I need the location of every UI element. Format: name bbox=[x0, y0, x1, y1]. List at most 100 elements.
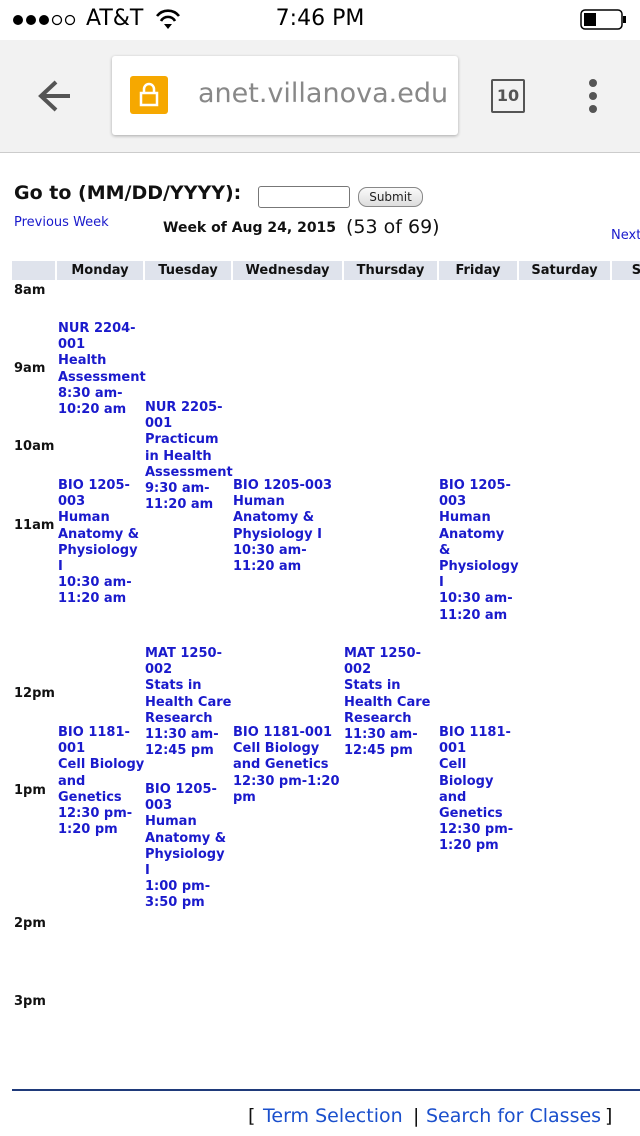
event-line: 3:50 pm bbox=[145, 895, 205, 911]
time-label: 9am bbox=[14, 361, 46, 376]
previous-week-link[interactable]: Previous Week bbox=[14, 215, 109, 230]
event-line: pm bbox=[233, 789, 256, 805]
clock: 7:46 PM bbox=[275, 6, 365, 31]
event-line: 001 bbox=[439, 741, 467, 757]
event-line: BIO 1205- bbox=[439, 478, 511, 493]
event[interactable]: BIO 1205- 003 Human Anatomy & Physiology I 10:… bbox=[58, 478, 139, 608]
event-line: Genetics bbox=[58, 789, 122, 805]
date-input[interactable] bbox=[258, 186, 350, 208]
event-line: 002 bbox=[344, 662, 372, 678]
event-line: Physiology bbox=[58, 542, 138, 558]
event-line: 001 bbox=[145, 416, 173, 432]
time-label: 10am bbox=[14, 439, 55, 454]
event-line: 1:00 pm- bbox=[145, 879, 211, 895]
footer-bracket: [ bbox=[248, 1105, 256, 1127]
event-line: Human bbox=[145, 814, 197, 830]
footer-bracket: ] bbox=[605, 1105, 613, 1127]
event-line: BIO 1181- bbox=[58, 725, 130, 740]
event-line: 12:30 pm- bbox=[439, 822, 514, 838]
event[interactable]: BIO 1205- 003 Human Anatomy & Physiology I 10:3… bbox=[439, 478, 519, 624]
event-line: Research bbox=[344, 710, 412, 726]
event-line: 11:30 am- bbox=[145, 727, 219, 743]
next-week-link[interactable]: Next bbox=[611, 228, 640, 243]
event-line: 11:20 am bbox=[145, 497, 214, 513]
date-label: Go to (MM/DD/YYYY): bbox=[14, 182, 242, 204]
week-label: Week of Aug 24, 2015 bbox=[163, 220, 337, 236]
event-line: 10:20 am bbox=[58, 402, 127, 418]
status-bar bbox=[13, 9, 626, 30]
event-line: Physiology bbox=[439, 559, 519, 575]
event-line: Anatomy & bbox=[58, 526, 140, 542]
address-bar[interactable] bbox=[112, 56, 458, 135]
event[interactable]: MAT 1250- 002 Stats in Health Care Research 1… bbox=[145, 646, 231, 759]
event-line: Cell bbox=[439, 757, 467, 773]
event-line: 9:30 am- bbox=[145, 481, 210, 497]
back-button[interactable] bbox=[30, 74, 82, 118]
event-line: 10:30 am- bbox=[58, 575, 132, 591]
day-label: Wednesday bbox=[231, 261, 342, 280]
event-line: 003 bbox=[145, 798, 173, 814]
url: anet.villanova.edu bbox=[198, 78, 449, 109]
time-label: 2pm bbox=[14, 916, 46, 931]
day-label: Friday bbox=[437, 261, 517, 280]
submit-button[interactable]: Submit bbox=[358, 187, 423, 207]
menu-button[interactable] bbox=[582, 78, 604, 116]
time-label: 1pm bbox=[14, 783, 46, 798]
event-line: I bbox=[58, 559, 63, 575]
event[interactable]: BIO 1205- 003 Human Anatomy & Physiology I 1:0… bbox=[145, 782, 226, 912]
event-line: Physiology I bbox=[233, 526, 322, 542]
event-line: MAT 1250- bbox=[145, 646, 222, 661]
time-label: 11am bbox=[14, 518, 55, 533]
day-label: Tuesday bbox=[143, 261, 231, 280]
term-selection-link[interactable]: Term Selection bbox=[263, 1105, 403, 1127]
event-line: 10:30 am- bbox=[439, 591, 513, 607]
event-line: Anatomy & bbox=[233, 510, 315, 526]
event-line: BIO 1205-003 bbox=[233, 478, 333, 493]
event-line: & bbox=[439, 542, 451, 558]
event-line: Health Care bbox=[344, 694, 431, 710]
event-line: 11:30 am- bbox=[344, 727, 418, 743]
tab-count[interactable]: 10 bbox=[491, 79, 525, 113]
event-line: NUR 2204- bbox=[58, 321, 136, 336]
event-line: 11:20 am bbox=[233, 559, 302, 575]
event-line: Physiology bbox=[145, 846, 225, 862]
event-line: Health bbox=[58, 353, 107, 369]
event-line: Human bbox=[439, 510, 491, 526]
time-label: 8am bbox=[14, 283, 46, 298]
event-line: 10:30 am- bbox=[233, 542, 307, 558]
event[interactable]: BIO 1181- 001 Cell Biology and Genetics 12:30 … bbox=[439, 725, 513, 855]
event[interactable]: MAT 1250- 002 Stats in Health Care Research 1… bbox=[344, 646, 430, 759]
event-line: I bbox=[439, 575, 444, 591]
event-line: Stats in bbox=[344, 678, 401, 694]
carrier: AT&T bbox=[86, 6, 144, 31]
event[interactable]: BIO 1205-003 Human Anatomy & Physiology I 10… bbox=[233, 478, 332, 575]
search-classes-link[interactable]: Search for Classes bbox=[426, 1105, 602, 1127]
event-line: Assessment bbox=[58, 369, 146, 385]
event-line: 1:20 pm bbox=[58, 822, 118, 838]
event-line: Anatomy & bbox=[145, 830, 227, 846]
event[interactable]: BIO 1181- 001 Cell Biology and Genetics 12:30… bbox=[58, 725, 144, 838]
event-line: 003 bbox=[439, 494, 467, 510]
event-line: Cell Biology bbox=[233, 741, 320, 757]
footer-separator: | bbox=[413, 1105, 420, 1127]
event-line: 12:45 pm bbox=[344, 743, 413, 759]
event-line: Human bbox=[58, 510, 110, 526]
event[interactable]: NUR 2205- 001 Practicum in Health Assessment… bbox=[145, 400, 233, 513]
event-line: 001 bbox=[58, 337, 86, 353]
event-line: and bbox=[439, 789, 467, 805]
event-line: BIO 1181- bbox=[439, 725, 511, 740]
event[interactable]: NUR 2204- 001 Health Assessment 8:30 am- 10:2… bbox=[58, 321, 146, 418]
event-line: I bbox=[145, 863, 150, 879]
event-line: BIO 1181-001 bbox=[233, 725, 333, 740]
event-line: 12:45 pm bbox=[145, 743, 214, 759]
event-line: Human bbox=[233, 494, 285, 510]
event-line: 001 bbox=[58, 741, 86, 757]
event[interactable]: BIO 1181-001 Cell Biology and Genetics 12:3… bbox=[233, 725, 340, 806]
event-line: 11:20 am bbox=[439, 607, 508, 623]
event-line: 12:30 pm- bbox=[58, 806, 133, 822]
event-line: Research bbox=[145, 710, 213, 726]
event-line: Genetics bbox=[439, 806, 503, 822]
event-line: Biology bbox=[439, 773, 494, 789]
event-line: Health Care bbox=[145, 694, 232, 710]
